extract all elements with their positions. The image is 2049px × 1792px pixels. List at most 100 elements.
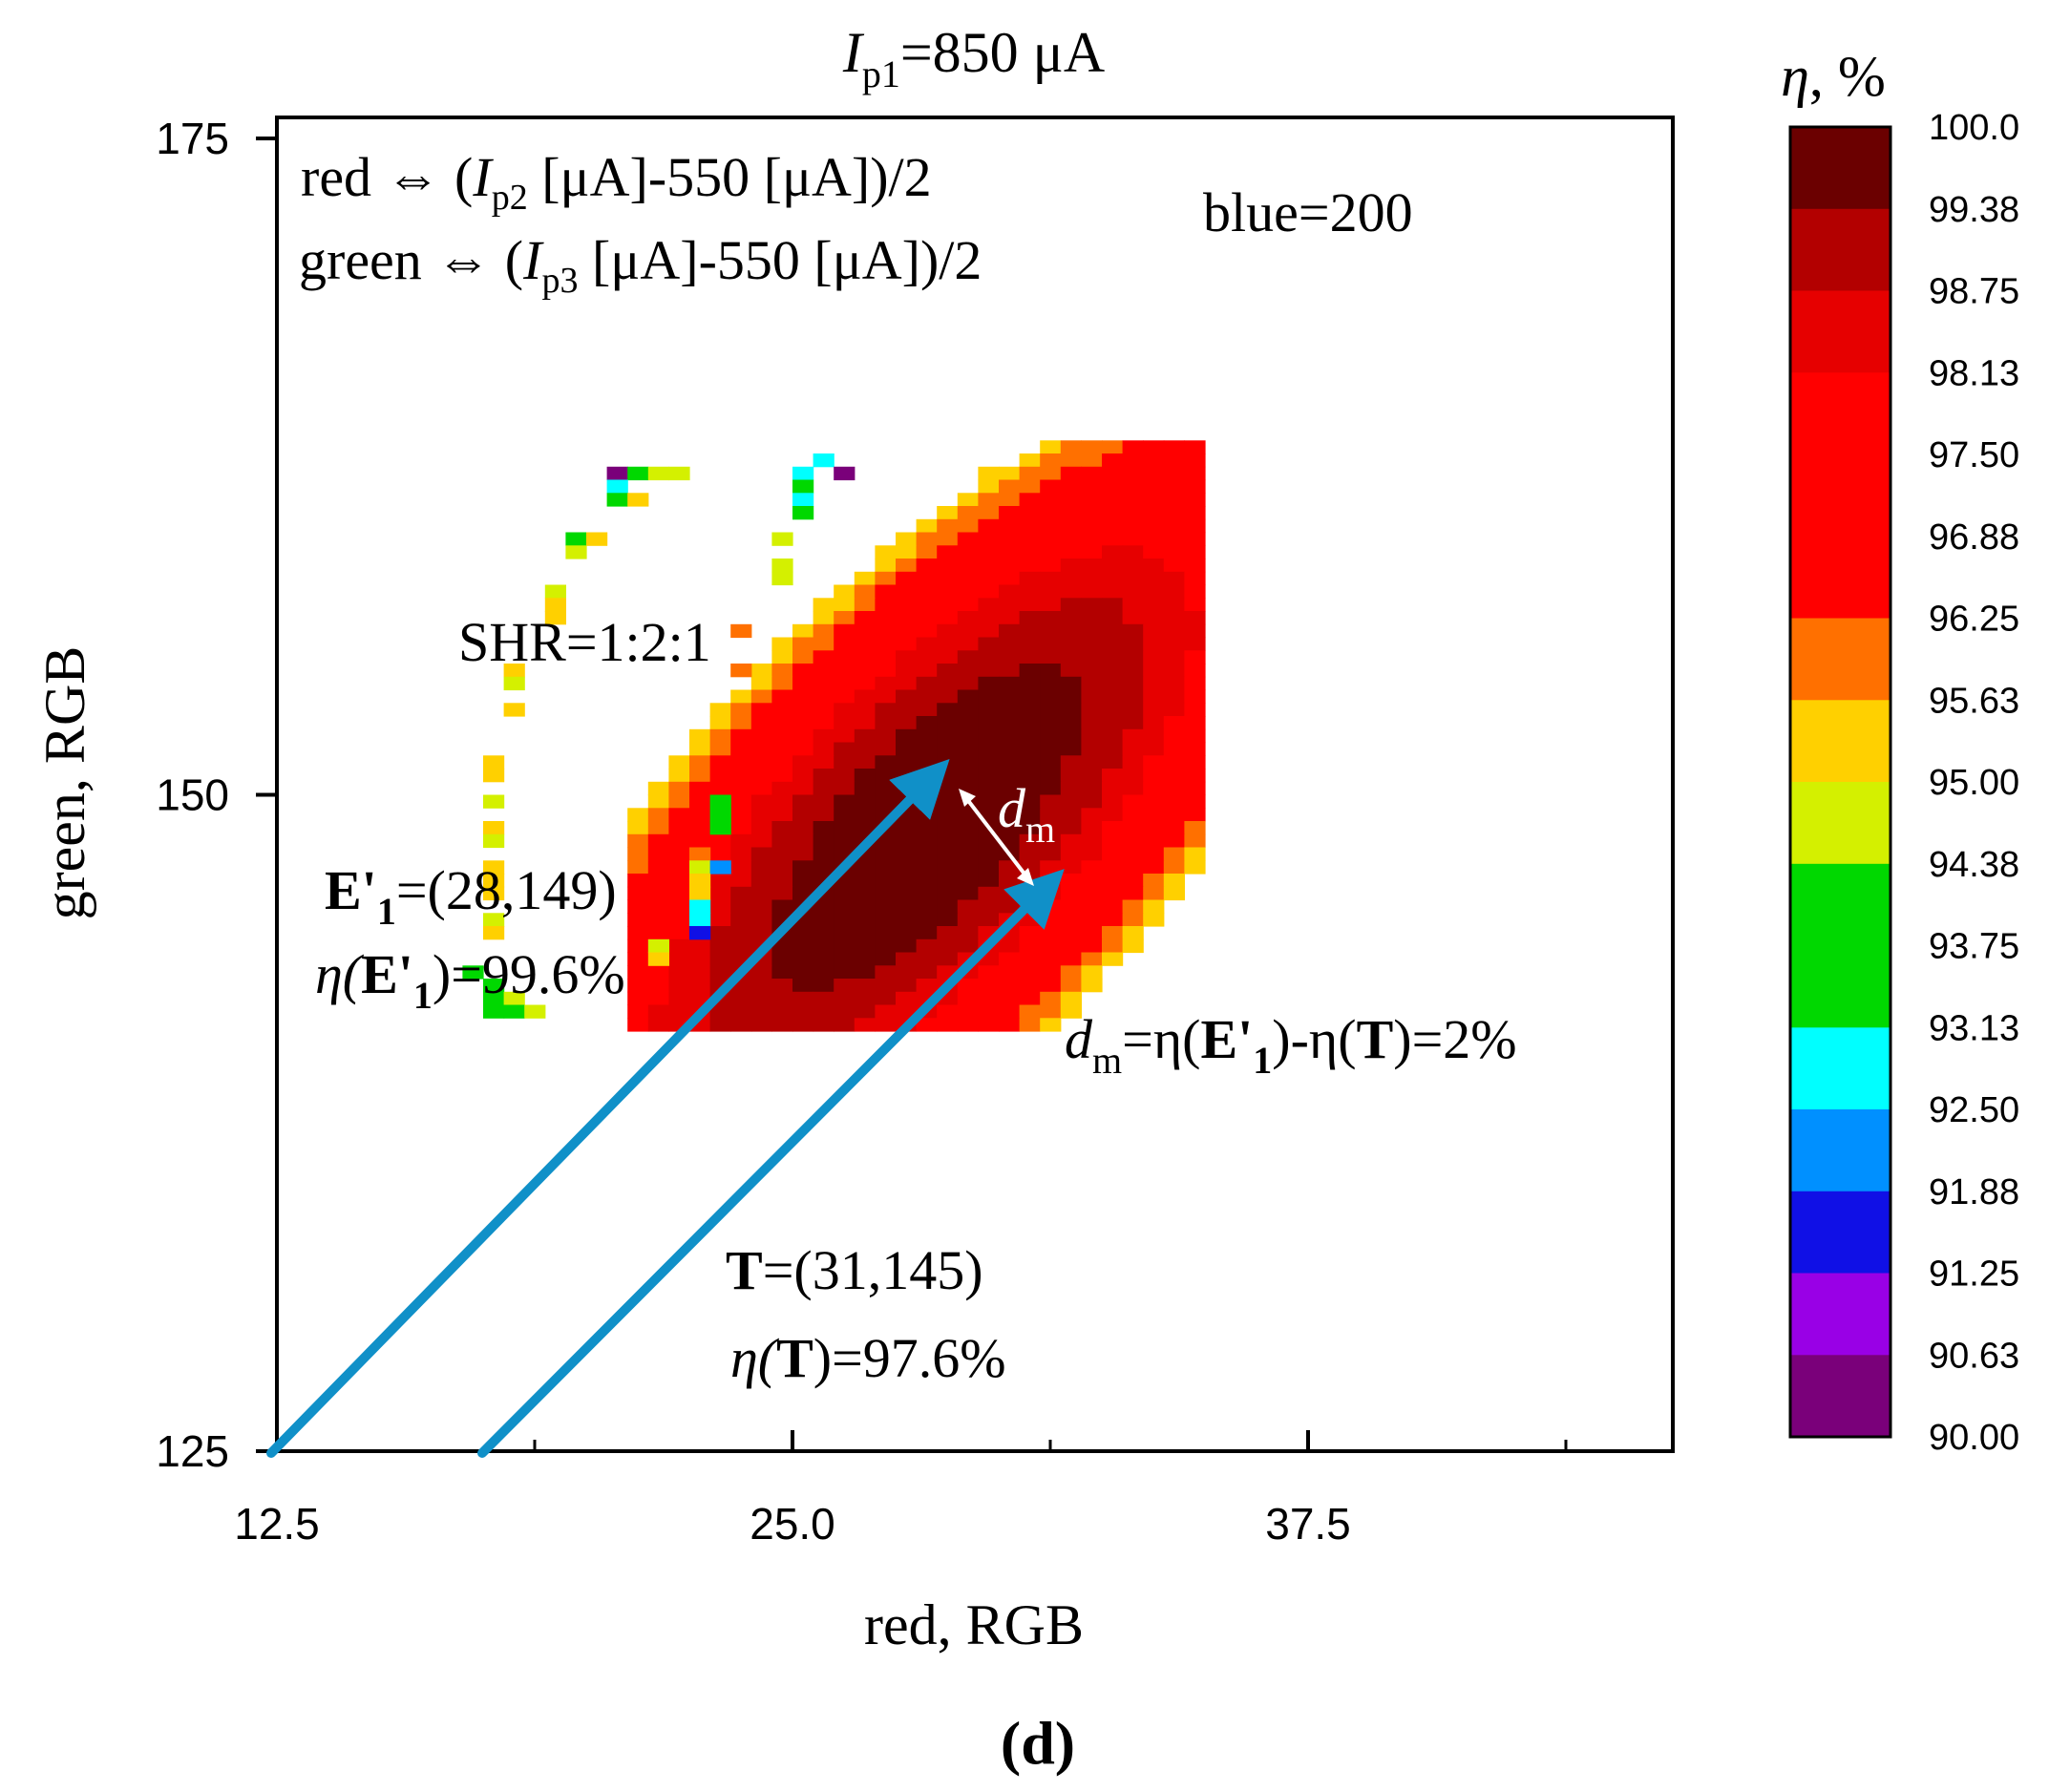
colorbar-swatch [1790, 945, 1891, 1028]
heatmap-cell [875, 965, 897, 980]
heatmap-cell [854, 979, 876, 993]
heatmap-cell [709, 742, 731, 756]
heatmap-cell [771, 571, 793, 586]
red-mapping-label: red ⇔ (Ip2 [μA]-550 [μA])/2 [301, 146, 932, 218]
heatmap-cell [1122, 545, 1144, 559]
heatmap-cell [937, 676, 959, 691]
heatmap-cell [916, 676, 938, 691]
heatmap-cell [771, 728, 793, 744]
heatmap-cell [875, 833, 897, 849]
heatmap-cell [999, 493, 1021, 507]
heatmap-cell [1081, 689, 1103, 704]
heatmap-cell [792, 664, 814, 678]
heatmap-cell [709, 913, 731, 927]
heatmap-cell [875, 637, 897, 651]
heatmap-cell [1102, 545, 1124, 559]
heatmap-cell [1019, 598, 1041, 612]
heatmap-cell [1143, 703, 1165, 717]
heatmap-cell [1184, 571, 1206, 586]
heatmap-cell [834, 703, 856, 717]
heatmap-cell [916, 833, 938, 849]
heatmap-cell [1060, 440, 1082, 454]
heatmap-cell [606, 493, 628, 507]
heatmap-cell [1060, 991, 1082, 1006]
heatmap-cell [978, 728, 1000, 744]
heatmap-cell [1102, 466, 1124, 481]
heatmap-cell [771, 965, 793, 980]
heatmap-cell [689, 847, 711, 861]
heatmap-cell [937, 664, 959, 678]
heatmap-cell [1102, 664, 1124, 678]
heatmap-cell [627, 899, 649, 914]
heatmap-cell [668, 833, 690, 849]
heatmap-cell [813, 689, 834, 704]
heatmap-cell [1040, 781, 1062, 796]
heatmap-cell [730, 821, 752, 835]
heatmap-cell [854, 598, 876, 612]
heatmap-cell [1081, 493, 1103, 507]
heatmap-cell [1122, 598, 1144, 612]
heatmap-cell [750, 769, 772, 783]
heatmap-cell [1102, 518, 1124, 534]
heatmap-cell [689, 991, 711, 1006]
e1-pointer-arrow [266, 758, 950, 1458]
heatmap-cell [957, 1004, 979, 1019]
heatmap-cell [1102, 899, 1124, 914]
heatmap-cell [916, 755, 938, 770]
heatmap-cell [1184, 728, 1206, 744]
heatmap-cell [627, 926, 649, 940]
heatmap-cell [771, 742, 793, 756]
heatmap-cell [1019, 453, 1041, 468]
heatmap-cell [689, 755, 711, 770]
heatmap-cell [813, 716, 834, 730]
axes: 12.5 25.0 37.5 175 150 125 [156, 114, 1568, 1549]
heatmap-cell [937, 532, 959, 546]
heatmap-cell [544, 598, 566, 612]
heatmap-cell [483, 979, 505, 993]
heatmap-cell [1060, 584, 1082, 599]
heatmap-cell [813, 1018, 834, 1032]
heatmap-cell [750, 742, 772, 756]
heatmap-cell [1143, 874, 1165, 888]
heatmap-cell [1184, 808, 1206, 822]
heatmap-cell [978, 584, 1000, 599]
heatmap-cell [957, 728, 979, 744]
heatmap-cell [771, 781, 793, 796]
heatmap-cell [978, 598, 1000, 612]
heatmap-cell [1060, 598, 1082, 612]
heatmap-cell [1081, 833, 1103, 849]
heatmap-cell [483, 821, 505, 835]
heatmap-cell [1040, 716, 1062, 730]
heatmap-cell [1122, 623, 1144, 639]
heatmap-cell [1060, 559, 1082, 573]
heatmap-cell [1184, 794, 1206, 809]
heatmap-cell [978, 518, 1000, 534]
heatmap-cell [813, 899, 834, 914]
heatmap-cell [937, 703, 959, 717]
heatmap-cell [647, 952, 669, 966]
heatmap-cell [937, 584, 959, 599]
heatmap-cell [896, 979, 918, 993]
heatmap-cell [1102, 676, 1124, 691]
heatmap-cell [750, 808, 772, 822]
heatmap-cell [627, 979, 649, 993]
heatmap-cell [875, 769, 897, 783]
heatmap-cell [1184, 493, 1206, 507]
heatmap-cell [1143, 728, 1165, 744]
heatmap-cell [709, 703, 731, 717]
heatmap-cell [957, 664, 979, 678]
heatmap-cell [999, 965, 1021, 980]
heatmap-cell [999, 1004, 1021, 1019]
heatmap-cell [709, 886, 731, 901]
heatmap-cell [792, 781, 814, 796]
heatmap-cell [730, 623, 752, 639]
heatmap-cell [689, 965, 711, 980]
heatmap-cell [1040, 518, 1062, 534]
heatmap-cell [750, 716, 772, 730]
heatmap-cell [916, 728, 938, 744]
heatmap-cell [627, 991, 649, 1006]
heatmap-cell [1040, 926, 1062, 940]
heatmap-cell [1122, 938, 1144, 954]
heatmap-cell [854, 755, 876, 770]
heatmap-cell [1143, 623, 1165, 639]
